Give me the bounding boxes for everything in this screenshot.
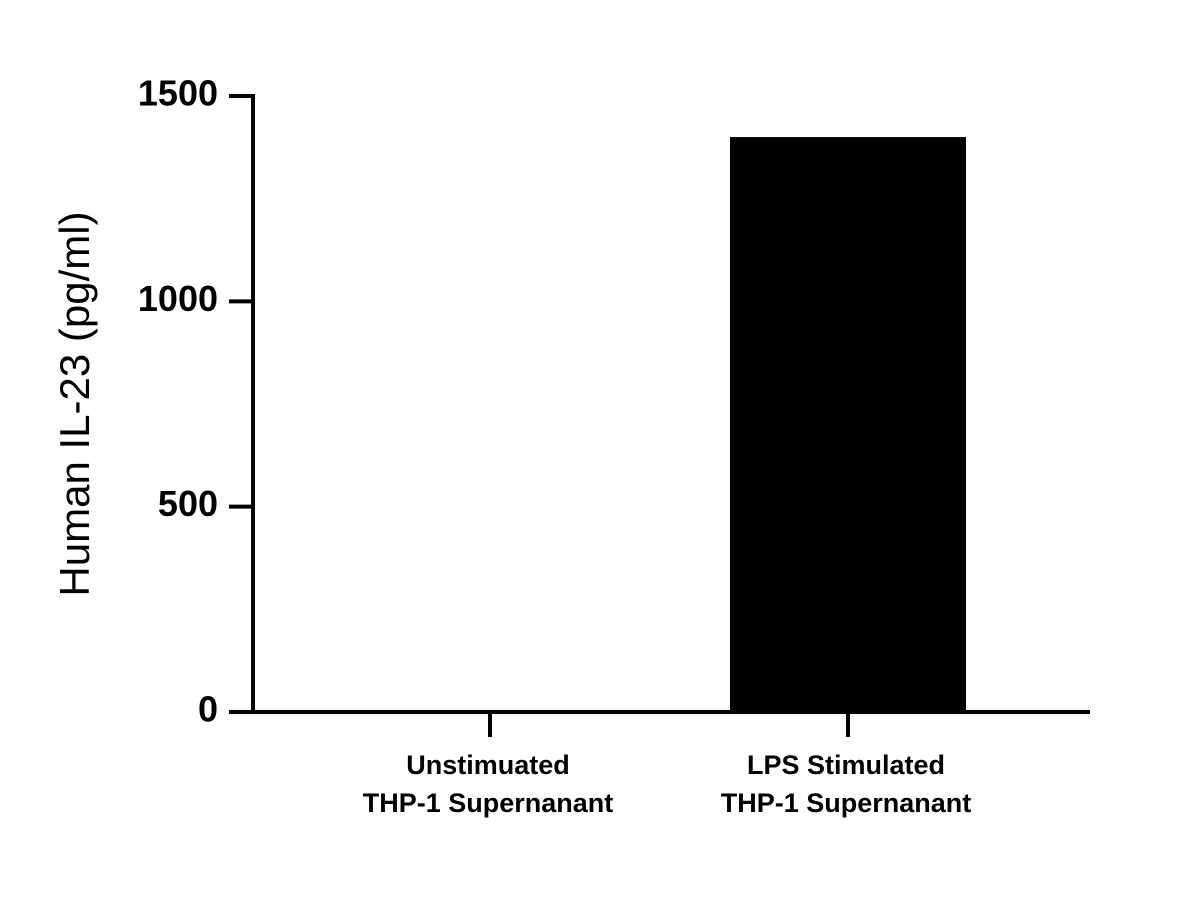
x-tick-label: THP-1 Supernanant bbox=[721, 788, 972, 818]
x-tick-label: Unstimuated bbox=[406, 750, 570, 780]
y-tick-label: 0 bbox=[198, 689, 218, 730]
y-tick-label: 1500 bbox=[138, 73, 218, 114]
x-tick-label: LPS Stimulated bbox=[747, 750, 945, 780]
y-tick-label: 1000 bbox=[138, 278, 218, 319]
bar bbox=[730, 137, 966, 713]
y-axis-label: Human IL-23 (pg/ml) bbox=[51, 211, 98, 596]
x-tick-label: THP-1 Supernanant bbox=[363, 788, 614, 818]
y-tick-label: 500 bbox=[158, 483, 218, 524]
